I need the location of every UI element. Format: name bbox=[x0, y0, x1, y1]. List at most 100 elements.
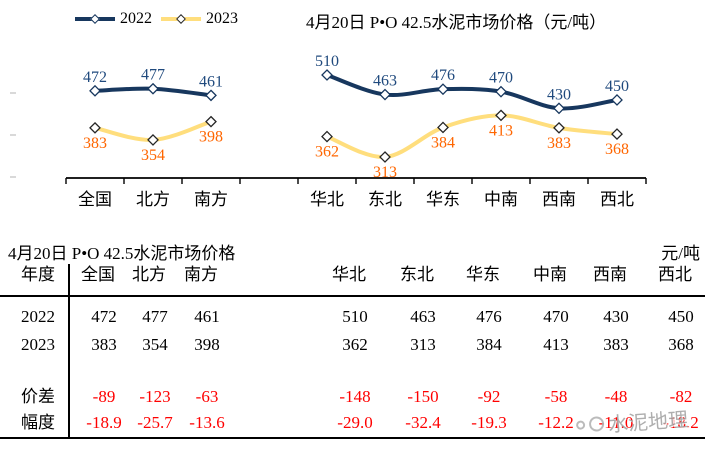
table-cell: -48 bbox=[604, 387, 628, 406]
data-point-marker bbox=[89, 121, 101, 134]
category-label: 北方 bbox=[136, 190, 170, 209]
data-point-label: 313 bbox=[373, 164, 397, 181]
table-cell: 450 bbox=[668, 307, 694, 326]
legend-label-2022: 2022 bbox=[120, 10, 152, 27]
table-cell: -12.2 bbox=[538, 413, 574, 432]
category-label: 全国 bbox=[78, 190, 112, 209]
series-line-2023 bbox=[325, 113, 619, 159]
table-cell: 398 bbox=[194, 335, 220, 354]
data-point-marker bbox=[205, 115, 217, 128]
table-cell: -63 bbox=[195, 387, 219, 406]
watermark-text: 水泥地理 bbox=[607, 409, 689, 437]
table-col-header: 西南 bbox=[593, 265, 627, 284]
data-point-marker bbox=[89, 84, 101, 97]
table-cell: 430 bbox=[603, 307, 629, 326]
data-point-marker bbox=[553, 121, 565, 134]
table-cell: 354 bbox=[142, 335, 168, 354]
table-row-label: 幅度 bbox=[21, 413, 55, 432]
table-cell: -18.9 bbox=[86, 413, 122, 432]
watermark: 水泥地理 bbox=[575, 403, 689, 440]
table-col-header: 西北 bbox=[658, 265, 692, 284]
series-line-2022 bbox=[325, 73, 619, 111]
watermark-logo-icon bbox=[575, 420, 586, 430]
watermark-logo-icon bbox=[588, 415, 605, 432]
category-label: 中南 bbox=[484, 190, 518, 209]
table-cell: 368 bbox=[668, 335, 694, 354]
table-cell: 313 bbox=[410, 335, 436, 354]
table-col-header: 中南 bbox=[533, 265, 567, 284]
table-col-header: 全国 bbox=[81, 265, 115, 284]
table-cell: 383 bbox=[603, 335, 629, 354]
table-cell: -92 bbox=[477, 387, 501, 406]
data-point-marker bbox=[321, 130, 333, 143]
category-label: 西北 bbox=[600, 190, 634, 209]
table-col-header: 东北 bbox=[400, 265, 434, 284]
data-point-label: 398 bbox=[199, 129, 223, 146]
data-point-label: 450 bbox=[605, 78, 629, 95]
data-point-marker bbox=[147, 134, 159, 146]
data-point-label: 463 bbox=[373, 73, 397, 90]
table-cell: 470 bbox=[543, 307, 569, 326]
category-label: 东北 bbox=[368, 190, 402, 209]
table-cell: -11.0 bbox=[598, 413, 634, 432]
table-cell: 476 bbox=[476, 307, 502, 326]
table-col-header: 华东 bbox=[466, 265, 500, 284]
data-point-label: 354 bbox=[141, 147, 165, 164]
data-point-marker bbox=[379, 151, 391, 163]
data-point-marker bbox=[553, 102, 565, 115]
table-cell: -19.3 bbox=[471, 413, 507, 432]
table-cell: 362 bbox=[342, 335, 368, 354]
table-bottom-border bbox=[0, 437, 705, 439]
table-cell: 461 bbox=[194, 307, 220, 326]
legend-line-2022-icon bbox=[75, 14, 115, 24]
diamond-marker-icon bbox=[90, 14, 100, 24]
data-point-label: 362 bbox=[315, 144, 339, 161]
data-point-label: 510 bbox=[315, 53, 339, 70]
category-label: 华北 bbox=[310, 190, 344, 209]
table-cell: 383 bbox=[91, 335, 117, 354]
table-cell: -82 bbox=[669, 387, 693, 406]
table-cell: 413 bbox=[543, 335, 569, 354]
data-point-label: 384 bbox=[431, 134, 455, 151]
table-title: 4月20日 P•O 42.5水泥市场价格 bbox=[8, 244, 236, 263]
legend-label-2023: 2023 bbox=[206, 10, 238, 27]
table-col-header: 年度 bbox=[21, 265, 55, 284]
table-cell: -25.7 bbox=[137, 413, 173, 432]
table-col-header: 北方 bbox=[132, 265, 166, 284]
table-cell: -29.0 bbox=[337, 413, 373, 432]
table-cell: -89 bbox=[92, 387, 116, 406]
table-cell: 463 bbox=[410, 307, 436, 326]
diamond-marker-icon bbox=[176, 14, 186, 24]
data-point-marker bbox=[147, 82, 159, 95]
table-cell: 472 bbox=[91, 307, 117, 326]
table-cell: -150 bbox=[407, 387, 439, 406]
legend-line-2023-icon bbox=[161, 14, 201, 24]
data-point-label: 461 bbox=[199, 73, 223, 90]
data-point-marker bbox=[379, 88, 391, 101]
data-point-marker bbox=[437, 121, 449, 134]
data-point-label: 476 bbox=[431, 67, 455, 84]
category-label: 华东 bbox=[426, 190, 460, 209]
table-cell: 384 bbox=[476, 335, 502, 354]
price-line-chart: 全国 北方 南方 华北 东北 华东 中南 西南 西北 472 477 461 510 463 476 470 4… bbox=[10, 53, 647, 209]
legend-item-2023: 2023 bbox=[161, 10, 238, 28]
data-point-marker bbox=[495, 85, 507, 98]
chart-legend: 2022 2023 bbox=[75, 10, 238, 28]
data-point-marker bbox=[321, 69, 333, 81]
data-point-label: 470 bbox=[489, 70, 513, 87]
chart-title: 4月20日 P•O 42.5水泥市场价格（元/吨） bbox=[306, 13, 607, 32]
table-cell: 510 bbox=[342, 307, 368, 326]
category-label: 南方 bbox=[194, 190, 228, 209]
table-col-header: 华北 bbox=[332, 265, 366, 284]
table-header-divider bbox=[0, 295, 705, 297]
category-label: 西南 bbox=[542, 190, 576, 209]
data-point-marker bbox=[437, 83, 449, 96]
table-cell: -32.4 bbox=[405, 413, 441, 432]
data-point-marker bbox=[205, 89, 217, 102]
table-row-label: 2023 bbox=[21, 335, 55, 354]
data-point-label: 430 bbox=[547, 86, 571, 103]
data-point-label: 368 bbox=[605, 141, 629, 158]
table-cell: -148 bbox=[339, 387, 371, 406]
table-cell: -58 bbox=[544, 387, 568, 406]
data-point-label: 472 bbox=[83, 69, 107, 86]
